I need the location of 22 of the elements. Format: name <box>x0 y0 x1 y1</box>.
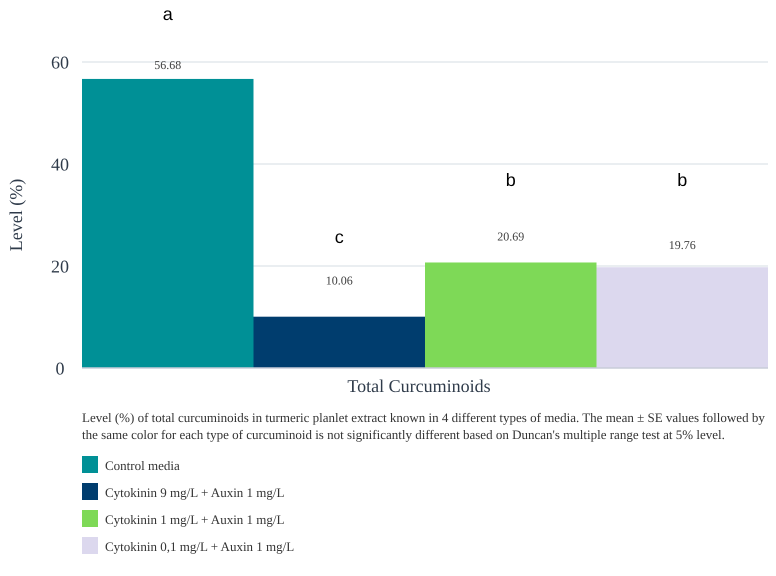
data-label: 19.76 <box>668 238 696 252</box>
bar <box>425 262 596 368</box>
legend-label: Cytokinin 9 mg/L + Auxin 1 mg/L <box>105 485 285 500</box>
bar <box>82 78 254 368</box>
text: Level (%) of total curcuminoids in turmeric planlet extract known in 4 different types of media. The mean ± SE values followed by the same color for each type of curcuminoid is not significantly different based on Duncan's multiple range test at 5% level. <box>82 410 766 442</box>
y-tick-label: 60 <box>51 52 69 72</box>
data-label: 56.68 <box>154 58 182 72</box>
data-label: 10.06 <box>326 274 353 288</box>
x-tick-label: Total Curcuminoids <box>347 376 491 396</box>
y-tick-label: 0 <box>56 358 64 378</box>
y-tick-label: 20 <box>51 256 69 276</box>
annotation: b <box>677 170 688 190</box>
text: a <box>162 4 174 24</box>
y-axis-title: Level (%) <box>6 178 26 252</box>
legend-label: Cytokinin 0,1 mg/L + Auxin 1 mg/L <box>105 539 294 554</box>
annotation: c <box>334 227 344 247</box>
legend-label: Control media <box>105 458 180 473</box>
annotation: b <box>506 170 516 190</box>
data-label: 20.69 <box>497 229 524 244</box>
y-tick-label: 40 <box>51 154 69 174</box>
bar <box>254 316 425 368</box>
legend-label: Cytokinin 1 mg/L + Auxin 1 mg/L <box>105 512 285 527</box>
